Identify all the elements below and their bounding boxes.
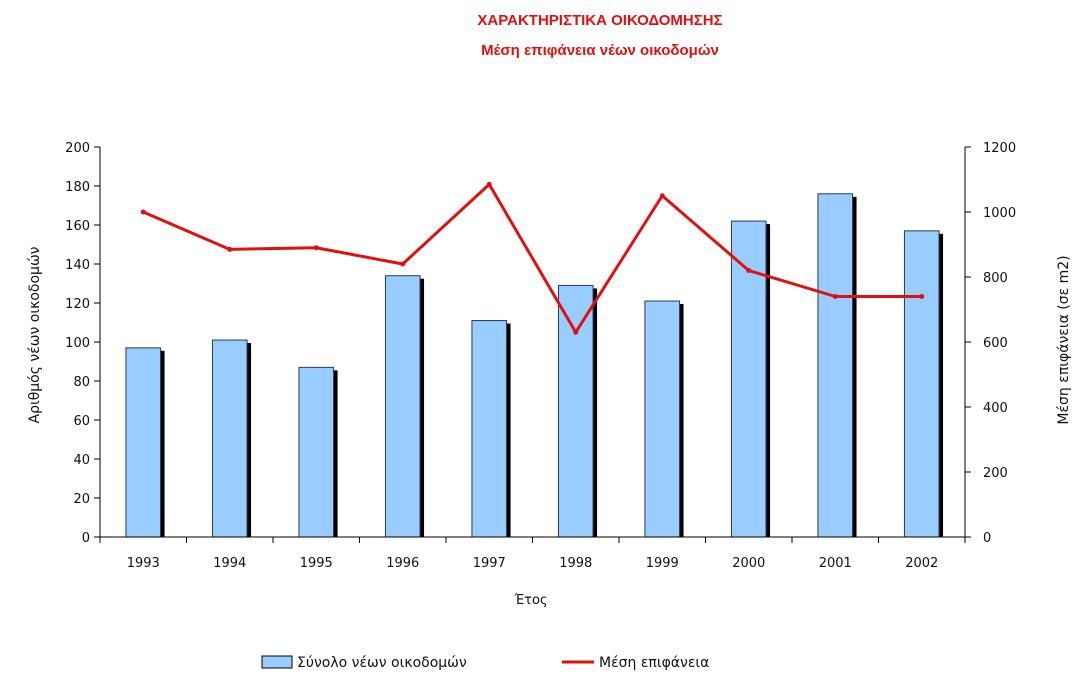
line-point xyxy=(746,268,752,273)
bar xyxy=(298,366,335,538)
y-left-tick-label: 40 xyxy=(73,453,90,468)
y-right-tick-label: 400 xyxy=(983,401,1008,416)
bar xyxy=(211,339,248,538)
y-left-tick-label: 180 xyxy=(65,180,90,195)
line-point xyxy=(919,294,925,299)
y-left-tick-label: 200 xyxy=(65,141,90,156)
x-tick-label: 2002 xyxy=(905,556,938,571)
x-tick-label: 1995 xyxy=(300,556,333,571)
x-tick-label: 1996 xyxy=(386,556,419,571)
y-left-tick-label: 60 xyxy=(73,414,90,429)
line-point xyxy=(832,294,838,299)
x-tick-label: 2001 xyxy=(819,556,852,571)
y-left-tick-label: 80 xyxy=(73,375,90,390)
line-point xyxy=(227,246,233,252)
legend-label-bars: Σύνολο νέων οικοδομών xyxy=(297,655,467,671)
x-tick-label: 1994 xyxy=(213,556,246,571)
y-left-tick-label: 120 xyxy=(65,297,90,312)
x-tick-label: 1993 xyxy=(127,556,160,571)
x-tick-label: 2000 xyxy=(732,556,765,571)
y-right-tick-label: 1000 xyxy=(983,206,1016,221)
bar xyxy=(384,275,421,538)
y-left-tick-label: 100 xyxy=(65,336,90,351)
y-right-tick-label: 0 xyxy=(983,531,991,546)
bar xyxy=(557,284,594,538)
y-left-tick-label: 0 xyxy=(82,531,90,546)
bar xyxy=(644,300,681,538)
line-point xyxy=(486,181,492,187)
y-right-tick-label: 800 xyxy=(983,271,1008,286)
bar xyxy=(817,193,854,538)
legend-label-line: Μέση επιφάνεια xyxy=(599,655,709,671)
y-left-tick-label: 140 xyxy=(65,258,90,273)
x-axis-label: Έτος xyxy=(513,593,547,608)
line-point xyxy=(400,261,406,267)
y-axis-left-label: Αριθμός νέων οικοδομών xyxy=(27,246,43,423)
chart-subtitle: Μέση επιφάνεια νέων οικοδομών xyxy=(481,42,719,59)
line-point xyxy=(140,209,146,215)
y-right-tick-label: 1200 xyxy=(983,141,1016,156)
y-right-tick-label: 600 xyxy=(983,336,1008,351)
legend: Σύνολο νέων οικοδομών Μέση επιφάνεια xyxy=(261,655,709,671)
line-point xyxy=(573,329,579,335)
bar xyxy=(125,347,162,538)
line-series xyxy=(142,182,922,334)
chart-title: ΧΑΡΑΚΤΗΡΙΣΤΙΚΑ ΟΙΚΟΔΟΜΗΣΗΣ xyxy=(477,12,723,29)
x-tick-label: 1997 xyxy=(473,556,506,571)
y-left-tick-label: 160 xyxy=(65,219,90,234)
x-tick-label: 1998 xyxy=(559,556,592,571)
y-axis-right-label: Μέση επιφάνεια (σε m2) xyxy=(1056,255,1072,424)
y-right-tick-label: 200 xyxy=(983,466,1008,481)
line-point xyxy=(659,193,665,199)
line-point xyxy=(313,245,319,251)
bar xyxy=(471,320,508,538)
bar xyxy=(903,230,940,538)
x-tick-label: 1999 xyxy=(646,556,679,571)
legend-swatch-bars xyxy=(261,655,293,669)
y-left-tick-label: 20 xyxy=(73,492,90,507)
